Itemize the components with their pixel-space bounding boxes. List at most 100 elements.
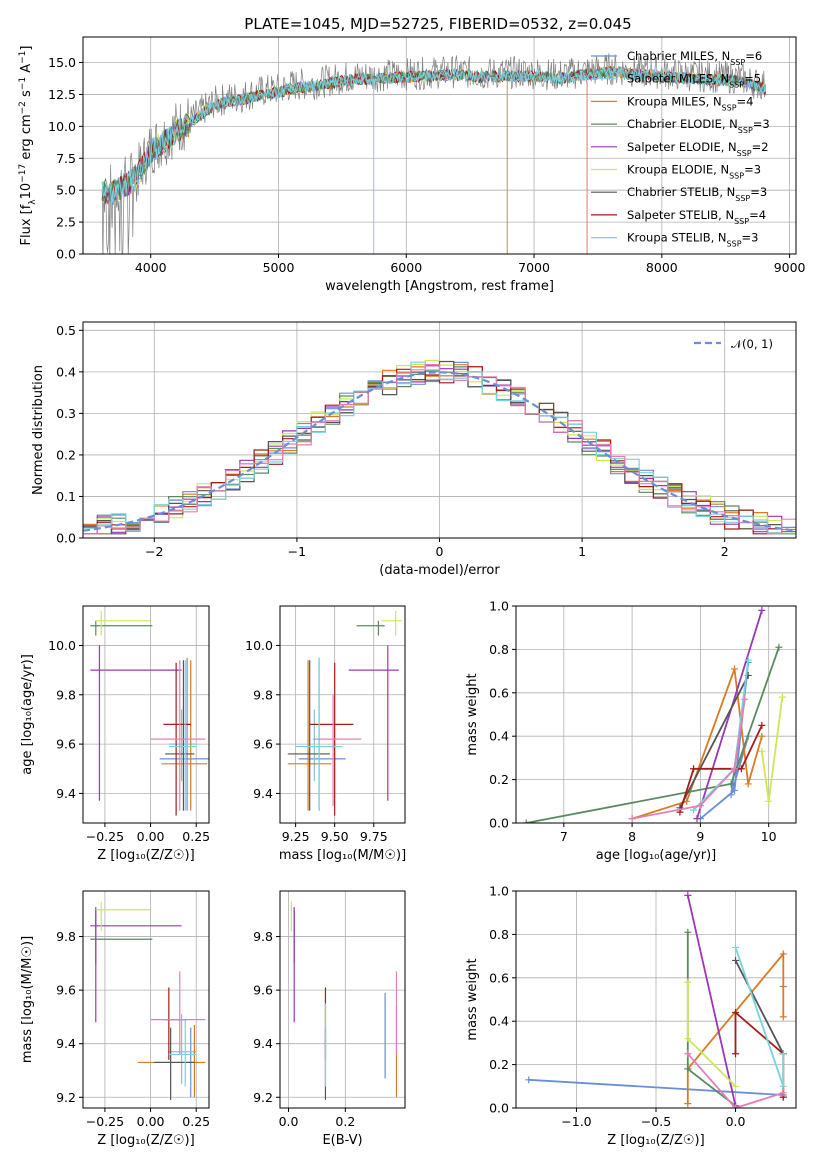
legend-label: Kroupa STELIB, NSSP=3 — [627, 231, 758, 249]
y-label-part: f — [19, 204, 34, 209]
x-tick-label: 4000 — [135, 260, 167, 275]
y-tick-label: 9.6 — [56, 983, 76, 998]
y-tick-label: 9.6 — [253, 737, 273, 752]
x-tick-label: 0.25 — [182, 1114, 210, 1129]
y-tick-label: 1.0 — [489, 599, 509, 614]
weight-line — [734, 1010, 785, 1098]
chart-layer: 4000 5000 6000 7000 8000 90000.02.55.07.510.0… — [18, 36, 806, 1148]
y-tick-label: 12.5 — [48, 87, 76, 102]
weight-marker — [758, 747, 766, 755]
model-spectrum-line — [101, 66, 767, 203]
legend-label: Salpeter MILES, NSSP=5 — [627, 72, 761, 90]
y-tick-label: 1.0 — [489, 884, 509, 899]
plot-area — [90, 610, 209, 816]
weight-marker — [765, 797, 773, 805]
weight-marker — [696, 802, 704, 810]
weight-line — [631, 699, 746, 820]
x-tick-label: 0.2 — [335, 1114, 355, 1129]
x-tick-label: 9.75 — [360, 829, 388, 844]
weight-line — [679, 674, 749, 809]
legend-label: 𝒩(0, 1) — [731, 337, 773, 351]
x-axis-label: Z [log₁₀(Z/Z☉)] — [97, 848, 194, 863]
y-label-part: Flux [ — [19, 209, 34, 245]
y-label-part: −2 — [18, 101, 28, 114]
model-spectrum-line — [101, 66, 767, 204]
weight-marker — [758, 606, 766, 614]
x-tick-label: 9 — [696, 829, 704, 844]
y-axis-label: mass [log₁₀(M/M☉)] — [20, 936, 35, 1063]
weight-marker — [684, 1065, 692, 1073]
weight-marker — [731, 665, 739, 673]
x-tick-label: 7 — [560, 829, 568, 844]
weight-marker — [741, 695, 749, 703]
y-axis-label: Flux [fλ10−17 erg cm−2 s−1 A−1] — [18, 46, 38, 246]
y-tick-label: 0.4 — [56, 364, 76, 379]
x-axis-label: wavelength [Angstrom, rest frame] — [325, 279, 554, 294]
x-tick-label: 0.0 — [279, 1114, 299, 1129]
y-tick-label: 9.4 — [56, 786, 76, 801]
legend-label: Kroupa MILES, NSSP=4 — [627, 94, 753, 112]
legend-label: Salpeter ELODIE, NSSP=2 — [627, 140, 769, 158]
y-label-part: ] — [19, 46, 34, 51]
weight-marker — [628, 815, 636, 823]
x-tick-label: 0.25 — [182, 829, 210, 844]
y-label-part: −1 — [18, 77, 28, 90]
x-tick-label: 2 — [721, 544, 729, 559]
panel-age_vs_Z: −0.25 0.00 0.25 9.4 9.6 9.8 10.0 Z [log₁₀(Z/Z☉)… — [20, 605, 210, 863]
x-tick-label: 0.00 — [137, 829, 165, 844]
x-tick-label: 0.0 — [726, 1114, 746, 1129]
y-tick-label: 0.6 — [489, 685, 509, 700]
weight-marker — [684, 928, 692, 936]
y-axis-label: mass weight — [465, 958, 480, 1040]
panel-residuals: −2 −1 0 1 2 0.0 0.1 0.2 0.3 0.4 0.5 (data-model)/er… — [31, 321, 797, 578]
y-tick-label: 10.0 — [245, 638, 273, 653]
weight-marker — [732, 943, 740, 951]
x-axis-label: age [log₁₀(age/yr)] — [596, 848, 717, 863]
model-spectrum-line — [101, 65, 767, 204]
y-tick-label: 7.5 — [56, 151, 76, 166]
weight-marker — [758, 721, 766, 729]
plot-area — [287, 610, 402, 816]
y-tick-label: 5.0 — [56, 183, 76, 198]
y-tick-label: 9.8 — [56, 687, 76, 702]
x-tick-label: 8 — [628, 829, 636, 844]
axes-frame — [279, 605, 406, 824]
plot-area — [83, 359, 796, 535]
weight-marker — [779, 1089, 787, 1097]
weight-marker — [684, 1100, 692, 1108]
y-tick-label: 9.8 — [56, 929, 76, 944]
legend-label: Chabrier MILES, NSSP=6 — [627, 49, 762, 67]
figure-title: PLATE=1045, MJD=52725, FIBERID=0532, z=0… — [244, 15, 631, 33]
legend-label: Salpeter STELIB, NSSP=4 — [627, 208, 766, 226]
y-tick-label: 0.2 — [489, 1057, 509, 1072]
weight-line — [631, 668, 763, 820]
legend-label: Kroupa ELODIE, NSSP=3 — [627, 163, 761, 181]
y-tick-label: 2.5 — [56, 215, 76, 230]
y-tick-label: 10.0 — [48, 638, 76, 653]
x-axis-label: E(B-V) — [322, 1133, 362, 1148]
weight-marker — [778, 693, 786, 701]
plot-area — [525, 891, 787, 1108]
weight-marker — [731, 765, 739, 773]
model-spectrum-line — [101, 65, 767, 204]
x-tick-label: −2 — [145, 544, 163, 559]
y-label-part: λ — [28, 199, 38, 205]
panel-weight_vs_Z: −1.0 −0.5 0.0 0.0 0.2 0.4 0.6 0.8 1.0 Z [log₁₀(Z/… — [465, 884, 797, 1148]
x-tick-label: 5000 — [263, 260, 295, 275]
weight-marker — [727, 791, 735, 799]
x-tick-label: 8000 — [646, 260, 678, 275]
weight-marker — [758, 732, 766, 740]
panel-mass_vs_ebv: 0.0 0.2 9.2 9.4 9.6 9.8 E(B-V) — [253, 890, 406, 1148]
x-axis-label: mass [log₁₀(M/M☉)] — [279, 848, 406, 863]
y-tick-label: 0.8 — [489, 642, 509, 657]
x-axis-label: Z [log₁₀(Z/Z☉)] — [607, 1133, 704, 1148]
weight-marker — [744, 780, 752, 788]
y-tick-label: 0.0 — [489, 816, 509, 831]
y-tick-label: 9.2 — [56, 1090, 76, 1105]
y-tick-label: 9.6 — [56, 737, 76, 752]
model-spectrum-line — [101, 66, 767, 204]
weight-marker — [732, 956, 740, 964]
panel-mass_vs_Z: −0.25 0.00 0.25 9.2 9.4 9.6 9.8 Z [log₁₀(Z/Z☉)]… — [20, 890, 210, 1148]
plot-area — [101, 53, 767, 254]
weight-marker — [732, 1050, 740, 1058]
